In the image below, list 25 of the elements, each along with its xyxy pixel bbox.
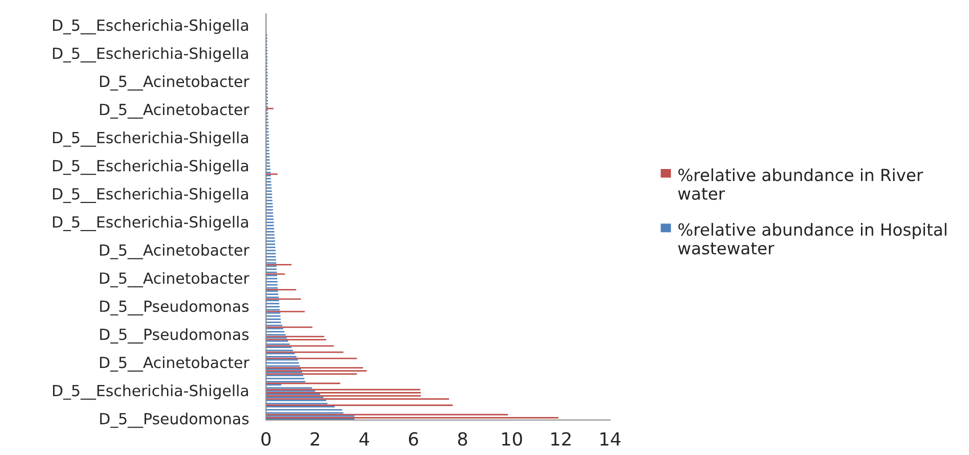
x-tick-label: 0 (261, 432, 271, 446)
y-tick-label: D_5__Pseudomonas (100, 300, 249, 316)
legend-label: %relative abundance in Hospital wastewater (678, 222, 946, 255)
y-tick-label: D_5__Escherichia-Shigella (53, 47, 248, 62)
y-tick-label: D_5__Acinetobacter (100, 272, 250, 288)
y-tick-label: D_5__Acinetobacter (100, 244, 250, 260)
x-tick-label: 8 (458, 432, 468, 446)
x-tick-label: 14 (600, 432, 620, 446)
legend-label: %relative abundance in River water (678, 168, 924, 200)
y-tick-label: D_5__Escherichia-Shigella (53, 384, 248, 400)
y-tick-label: D_5__Pseudomonas (100, 412, 249, 428)
x-tick-label: 10 (502, 432, 522, 446)
x-tick-label: 4 (359, 432, 370, 446)
x-tick-label: 2 (310, 432, 320, 446)
y-tick-label: D_5__Escherichia-Shigella (53, 19, 248, 34)
y-tick-label: D_5__Escherichia-Shigella (53, 160, 248, 175)
y-tick-label: D_5__Acinetobacter (100, 75, 250, 91)
y-tick-label: D_5__Escherichia-Shigella (53, 216, 248, 232)
y-tick-label: D_5__Acinetobacter (100, 356, 250, 372)
x-tick-label: 12 (551, 432, 571, 446)
x-tick-label: 6 (408, 432, 418, 446)
y-tick-label: D_5__Pseudomonas (100, 328, 249, 344)
y-tick-label: D_5__Escherichia-Shigella (53, 188, 248, 203)
y-tick-label: D_5__Escherichia-Shigella (53, 132, 248, 147)
y-tick-label: D_5__Acinetobacter (100, 103, 250, 119)
